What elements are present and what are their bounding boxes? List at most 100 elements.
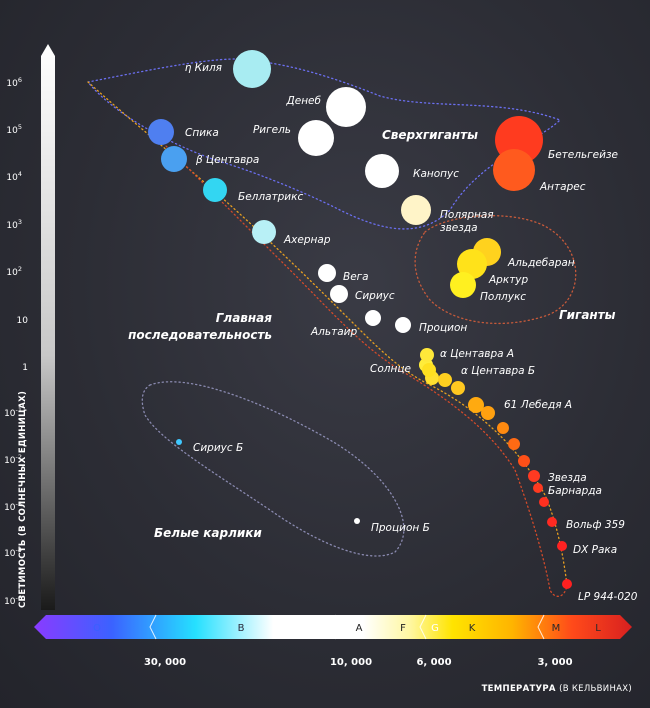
star-label-вега: Вега xyxy=(343,271,369,283)
star-label-полярная-звезда: Полярная звезда xyxy=(440,209,494,234)
star-label-вольф-359: Вольф 359 xyxy=(566,519,625,531)
spectral-class-label: A xyxy=(356,623,363,634)
region-label-гиганты: Гиганты xyxy=(559,308,616,322)
y-tick-label: 10 xyxy=(17,316,29,326)
y-tick-label: 10-6 xyxy=(4,594,22,607)
x-tick-label: 3, 000 xyxy=(537,657,572,668)
star-центавра-б xyxy=(438,373,452,387)
star-поллукс xyxy=(450,272,476,298)
star-label-спика: Спика xyxy=(185,127,219,139)
main-sequence-star-dot xyxy=(533,483,543,493)
y-tick-label: 10-3 xyxy=(4,500,22,513)
temperature-scale-bar xyxy=(34,615,632,639)
main-sequence-star-dot xyxy=(451,381,465,395)
star-label-поллукс: Поллукс xyxy=(480,291,526,303)
spectral-class-label: K xyxy=(469,623,476,634)
x-axis-title: ТЕМПЕРАТУРА (В КЕЛЬВИНАХ) xyxy=(482,684,632,694)
star-label-ахернар: Ахернар xyxy=(283,234,331,246)
spectral-class-label: L xyxy=(595,623,601,634)
y-tick-label: 103 xyxy=(6,218,22,231)
region-label-главная: Главная xyxy=(216,311,273,325)
giants-outline xyxy=(414,215,577,324)
star-антарес xyxy=(493,149,535,191)
star-центавра xyxy=(161,146,187,172)
star-dx-рака xyxy=(557,541,567,551)
main-sequence-upper xyxy=(87,81,568,586)
star-солнце xyxy=(422,363,436,377)
x-tick-label: 6, 000 xyxy=(416,657,451,668)
star-label-сириус: Сириус xyxy=(355,290,395,302)
star-вега xyxy=(318,264,336,282)
star-звезда-барнарда xyxy=(528,470,540,482)
y-tick-label: 1 xyxy=(22,363,28,373)
region-label-белые-карлики: Белые карлики xyxy=(154,526,262,540)
region-label-сверхгиганты: Сверхгиганты xyxy=(382,128,478,142)
y-tick-label: 10-4 xyxy=(4,546,22,559)
star-спика xyxy=(148,119,174,145)
star-канопус xyxy=(365,154,399,188)
star-label-киля: η Киля xyxy=(185,62,222,74)
white-dwarfs-outline xyxy=(141,381,405,557)
star-label-денеб: Денеб xyxy=(286,95,322,107)
star-центавра-а xyxy=(420,348,434,362)
spectral-class-label: M xyxy=(552,623,561,634)
y-tick-label: 102 xyxy=(6,265,22,278)
star-label-процион-б: Процион Б xyxy=(371,522,430,534)
star-label-центавра-б: α Центавра Б xyxy=(461,365,535,377)
star-беллатрикс xyxy=(203,178,227,202)
star-label-звезда-барнарда: Звезда Барнарда xyxy=(548,472,602,497)
star-label-солнце: Солнце xyxy=(370,363,411,375)
y-tick-label: 10-1 xyxy=(4,406,22,419)
star-label-антарес: Антарес xyxy=(539,181,586,193)
star-label-процион: Процион xyxy=(419,322,467,334)
star-label-канопус: Канопус xyxy=(413,168,459,180)
star-альтаир xyxy=(365,310,381,326)
star-lp-944-020 xyxy=(562,579,572,589)
main-sequence-star-dot xyxy=(508,438,520,450)
region-label-последовательность: последовательность xyxy=(128,328,272,342)
x-tick-label: 30, 000 xyxy=(144,657,186,668)
y-tick-label: 104 xyxy=(6,170,22,183)
x-tick-label: 10, 000 xyxy=(330,657,372,668)
y-tick-label: 105 xyxy=(6,123,22,136)
star-label-ригель: Ригель xyxy=(253,124,291,136)
y-tick-label: 10-2 xyxy=(4,453,22,466)
y-axis-title: СВЕТИМОСТЬ (В СОЛНЕЧНЫХ ЕДИНИЦАХ) xyxy=(18,391,28,608)
main-sequence-star-dot xyxy=(481,406,495,420)
star-61-лебедя-а xyxy=(468,397,484,413)
star-сириус-б xyxy=(176,439,182,445)
luminosity-scale-bar xyxy=(41,44,55,610)
star-label-альтаир: Альтаир xyxy=(310,326,357,338)
star-label-сириус-б: Сириус Б xyxy=(193,442,243,454)
star-ригель xyxy=(298,120,334,156)
spectral-class-label: B xyxy=(238,623,245,634)
star-label-бетельгейзе: Бетельгейзе xyxy=(548,149,618,161)
spectral-class-label: F xyxy=(400,623,406,634)
star-процион xyxy=(395,317,411,333)
star-label-беллатрикс: Беллатрикс xyxy=(238,191,303,203)
star-процион-б xyxy=(354,518,360,524)
main-sequence-star-dot xyxy=(497,422,509,434)
y-tick-label: 106 xyxy=(6,76,22,89)
star-label-lp-944-020: LP 944-020 xyxy=(578,591,638,603)
main-sequence-star-dot xyxy=(518,455,530,467)
star-денеб xyxy=(326,87,366,127)
star-label-61-лебедя-а: 61 Лебедя А xyxy=(504,399,572,411)
spectral-class-label: O xyxy=(93,623,101,634)
star-label-альдебаран: Альдебаран xyxy=(507,257,575,269)
star-label-центавра: β Центавра xyxy=(195,154,259,166)
spectral-class-label: G xyxy=(431,623,439,634)
star-вольф-359 xyxy=(547,517,557,527)
supergiants-outline xyxy=(86,58,562,230)
star-полярная-звезда xyxy=(401,195,431,225)
star-label-dx-рака: DX Рака xyxy=(573,544,617,556)
star-label-арктур: Арктур xyxy=(488,274,529,286)
star-киля xyxy=(233,50,271,88)
star-арктур xyxy=(457,249,487,279)
main-sequence-star-dot xyxy=(539,497,549,507)
star-ахернар xyxy=(252,220,276,244)
star-label-центавра-а: α Центавра А xyxy=(440,348,514,360)
star-сириус xyxy=(330,285,348,303)
